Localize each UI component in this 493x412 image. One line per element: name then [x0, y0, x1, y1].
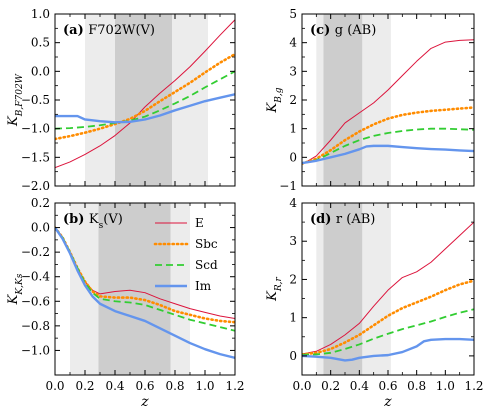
x-tick-label: 1.0: [436, 379, 455, 393]
x-axis-label: z: [383, 394, 392, 410]
x-tick-label: 0.2: [75, 379, 94, 393]
y-tick-label: 0.2: [31, 196, 50, 210]
legend: E Sbc Scd Im: [153, 216, 218, 293]
y-tick-label: 2: [289, 93, 297, 107]
x-tick-label: 0.4: [105, 379, 124, 393]
legend-label-sbc: Sbc: [195, 237, 218, 251]
x-tick-label: 0.8: [165, 379, 184, 393]
series-line-im: [302, 337, 474, 362]
x-tick-label: 0.0: [45, 379, 64, 393]
y-tick-label: −2.0: [21, 179, 50, 193]
y-tick-label: −0.2: [21, 245, 50, 259]
legend-label-e: E: [195, 216, 204, 230]
y-tick-label: 2: [289, 272, 297, 286]
dark-band: [98, 203, 171, 375]
panel-d-r: 0 1 2 3 4 0.0 0.2 0.4 0.6 0.8 1.0 1.2 z KR,r (d) r (AB…: [265, 196, 484, 410]
y-tick-label: 3: [289, 234, 297, 248]
y-tick-label: 4: [289, 196, 297, 210]
series-line-e: [55, 19, 235, 169]
y-axis-label: KB,F702W: [6, 73, 25, 127]
x-tick-label: 0.0: [292, 379, 311, 393]
y-tick-label: 1: [289, 122, 297, 136]
y-tick-label: −0.5: [21, 93, 50, 107]
y-tick-label: 5: [289, 7, 297, 21]
y-tick-label: −1.0: [21, 343, 50, 357]
y-tick-label: 0: [289, 349, 297, 363]
y-tick-label: −1.5: [21, 150, 50, 164]
x-tick-label: 0.6: [135, 379, 154, 393]
dark-band: [323, 14, 363, 186]
x-tick-label: 0.2: [321, 379, 340, 393]
y-axis-label: KR,r: [265, 276, 284, 301]
y-tick-label: −1.0: [21, 122, 50, 136]
y-tick-label: 0.5: [31, 36, 50, 50]
panel-title: (d) r (AB): [310, 212, 375, 227]
y-tick-label: −0.4: [21, 270, 51, 284]
series-line-e: [302, 39, 474, 165]
y-tick-label: 0.0: [31, 221, 50, 235]
panel-title: (c) g (AB): [310, 23, 376, 38]
panel-c-g: −1 0 1 2 3 4 5 KB,g (c) g (AB): [265, 7, 475, 193]
panel-b-ks: −1.0 −0.8 −0.6 −0.4 −0.2 0.0 0.2 0.0 0.2 0.4 0.6 0.…: [6, 196, 245, 410]
y-tick-label: 0: [289, 150, 297, 164]
legend-label-im: Im: [195, 279, 212, 293]
y-axis-label: KB,g: [265, 87, 284, 113]
y-tick-label: 4: [289, 36, 297, 50]
series-line-e: [302, 221, 474, 355]
y-tick-label: −0.6: [21, 294, 50, 308]
x-tick-label: 0.6: [378, 379, 397, 393]
x-tick-label: 1.2: [464, 379, 483, 393]
x-tick-label: 1.0: [195, 379, 214, 393]
x-axis-label: z: [140, 394, 149, 410]
series-line-im: [302, 144, 474, 165]
y-tick-label: 3: [289, 64, 297, 78]
x-tick-label: 1.2: [225, 379, 244, 393]
y-tick-label: −1: [279, 179, 297, 193]
series-line-sbc: [55, 226, 235, 324]
y-axis-label: KK,Ks: [6, 273, 25, 305]
series-line-scd: [302, 308, 474, 356]
series-line-sbc: [302, 279, 474, 356]
panel-title: (a) F702W(V): [63, 23, 155, 38]
series-line-im: [55, 93, 235, 124]
panel-a-f702w: −2.0 −1.5 −1.0 −0.5 0.0 0.5 1.0 KB,F702W (a) F70…: [6, 7, 236, 193]
dark-band: [323, 203, 363, 375]
x-tick-label: 0.8: [407, 379, 426, 393]
legend-label-scd: Scd: [195, 258, 218, 272]
x-tick-label: 0.4: [350, 379, 369, 393]
series-line-scd: [302, 127, 474, 164]
y-tick-label: 0.0: [31, 64, 50, 78]
series-line-sbc: [55, 52, 235, 141]
y-tick-label: −0.8: [21, 319, 50, 333]
series-line-im: [55, 226, 235, 359]
y-tick-label: 1: [289, 311, 297, 325]
series-line-sbc: [302, 106, 474, 165]
series-line-scd: [55, 70, 235, 130]
y-tick-label: 1.0: [31, 7, 50, 21]
panel-title: (b) Ks(V): [63, 212, 123, 231]
